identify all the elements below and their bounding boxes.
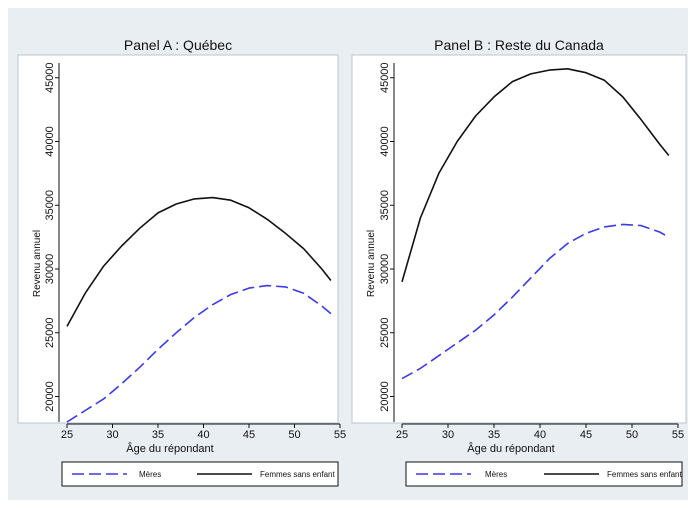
panel-title: Panel A : Québec [124, 37, 232, 53]
y-tick-label: 30000 [44, 254, 56, 285]
plot-area [351, 54, 687, 424]
y-tick-label: 30000 [379, 254, 391, 285]
plot-area [17, 54, 339, 424]
legend-label-meres: Mères [485, 470, 507, 479]
x-axis-label: Âge du répondant [467, 442, 554, 455]
x-tick-label: 40 [534, 429, 546, 441]
y-tick-label: 20000 [44, 381, 56, 412]
x-tick-label: 35 [152, 429, 164, 441]
panel-title: Panel B : Reste du Canada [434, 37, 604, 53]
x-tick-label: 50 [626, 429, 638, 441]
y-axis-label: Revenu annuel [366, 230, 377, 297]
y-tick-label: 40000 [379, 126, 391, 157]
x-tick-label: 45 [580, 429, 592, 441]
x-tick-label: 25 [61, 429, 73, 441]
legend-label-meres: Mères [139, 470, 161, 479]
panel-b: Panel B : Reste du Canada 20000 25000 30000… [351, 37, 687, 487]
y-tick-label: 20000 [379, 381, 391, 412]
legend-label-femmes-sans-enfant: Femmes sans enfant [607, 470, 682, 479]
y-tick-label: 45000 [44, 62, 56, 93]
x-tick-label: 40 [197, 429, 209, 441]
series-line-meres [66, 284, 332, 423]
x-tick-label: 35 [488, 429, 500, 441]
y-tick-label: 45000 [379, 62, 391, 93]
x-axis-label: Âge du répondant [126, 442, 213, 455]
y-tick-label: 25000 [44, 317, 56, 348]
x-tick-label: 30 [106, 429, 118, 441]
y-axis-label: Revenu annuel [32, 230, 43, 297]
series-line-femmes-sans-enfant [401, 68, 670, 283]
y-tick-label: 25000 [379, 317, 391, 348]
series-line-meres [401, 223, 670, 380]
x-tick-label: 25 [396, 429, 408, 441]
series-line-femmes-sans-enfant [66, 196, 332, 327]
x-tick-label: 55 [672, 429, 684, 441]
x-tick-label: 45 [243, 429, 255, 441]
y-tick-label: 35000 [379, 190, 391, 221]
x-tick-label: 30 [442, 429, 454, 441]
y-tick-label: 40000 [44, 126, 56, 157]
legend-label-femmes-sans-enfant: Femmes sans enfant [260, 470, 335, 479]
x-tick-label: 55 [334, 429, 346, 441]
x-tick-label: 50 [288, 429, 300, 441]
y-tick-label: 35000 [44, 190, 56, 221]
panel-a: Panel A : Québec 20000 25000 30000 35000 4000… [17, 37, 346, 487]
